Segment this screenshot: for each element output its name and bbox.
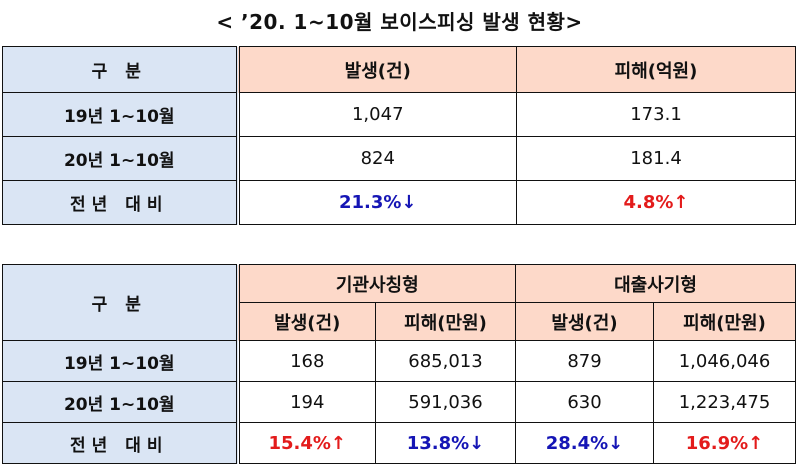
cell-value: 879 (515, 340, 654, 382)
sub-header: 발생(건) (237, 302, 376, 341)
row-label: 19년 1~10월 (2, 92, 240, 137)
row-label: 전년 대비 (2, 180, 240, 225)
table-row: 20년 1~10월 824 181.4 (2, 136, 796, 181)
cell-value: 1,046,046 (653, 340, 796, 382)
impersonation-group-header: 기관사칭형 (237, 264, 516, 303)
occurrence-value: 824 (237, 136, 517, 181)
change-value: 16.9%↑ (653, 422, 796, 464)
occurrence-value: 1,047 (237, 92, 517, 137)
sub-header: 피해(만원) (375, 302, 516, 341)
cell-value: 685,013 (375, 340, 516, 382)
group-header-row: 구 분 기관사칭형 대출사기형 (2, 264, 796, 341)
cell-value: 194 (237, 381, 376, 423)
cell-value: 630 (515, 381, 654, 423)
occurrence-header: 발생(건) (237, 46, 517, 93)
change-value: 15.4%↑ (237, 422, 376, 464)
summary-table: 구 분 발생(건) 피해(억원) 19년 1~10월 1,047 173.1 2… (2, 46, 796, 225)
row-label: 전년 대비 (2, 422, 240, 464)
cell-value: 1,223,475 (653, 381, 796, 423)
type-breakdown-table: 구 분 기관사칭형 대출사기형 발생(건) 피해(만원) 발생(건) 피해(만원… (2, 264, 796, 464)
sub-header: 발생(건) (515, 302, 654, 341)
row-label: 19년 1~10월 (2, 340, 240, 382)
category-header: 구 분 (2, 264, 240, 341)
damage-change: 4.8%↑ (516, 180, 796, 225)
sub-header-row: 발생(건) 피해(만원) 발생(건) 피해(만원) (3, 302, 796, 341)
change-value: 13.8%↓ (375, 422, 516, 464)
damage-value: 173.1 (516, 92, 796, 137)
table-row: 19년 1~10월 168 685,013 879 1,046,046 (2, 340, 796, 382)
change-value: 28.4%↓ (515, 422, 654, 464)
cell-value: 168 (237, 340, 376, 382)
loan-fraud-group-header: 대출사기형 (515, 264, 796, 303)
comparison-row: 전년 대비 21.3%↓ 4.8%↑ (2, 180, 796, 225)
damage-value: 181.4 (516, 136, 796, 181)
sub-header: 피해(만원) (653, 302, 796, 341)
table-row: 20년 1~10월 194 591,036 630 1,223,475 (2, 381, 796, 423)
damage-header: 피해(억원) (516, 46, 796, 93)
comparison-row: 전년 대비 15.4%↑ 13.8%↓ 28.4%↓ 16.9%↑ (2, 422, 796, 464)
row-label: 20년 1~10월 (2, 381, 240, 423)
table-row: 19년 1~10월 1,047 173.1 (2, 92, 796, 137)
page-title: < ’20. 1~10월 보이스피싱 발생 현황> (216, 10, 583, 34)
category-header: 구 분 (2, 46, 240, 93)
occurrence-change: 21.3%↓ (237, 180, 517, 225)
table-header-row: 구 분 발생(건) 피해(억원) (2, 46, 796, 93)
cell-value: 591,036 (375, 381, 516, 423)
row-label: 20년 1~10월 (2, 136, 240, 181)
